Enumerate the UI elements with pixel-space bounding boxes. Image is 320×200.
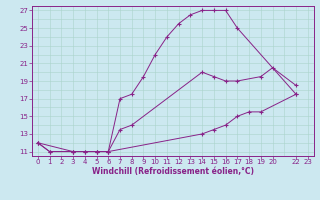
X-axis label: Windchill (Refroidissement éolien,°C): Windchill (Refroidissement éolien,°C) bbox=[92, 167, 254, 176]
